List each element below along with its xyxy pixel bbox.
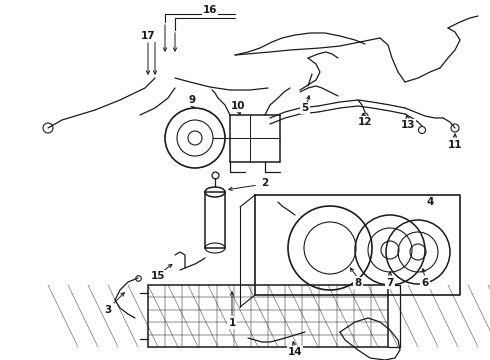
Text: 9: 9 bbox=[189, 95, 196, 105]
Text: 10: 10 bbox=[231, 101, 245, 111]
Text: 4: 4 bbox=[426, 197, 434, 207]
Text: 2: 2 bbox=[261, 178, 269, 188]
Text: 13: 13 bbox=[401, 120, 415, 130]
Text: 5: 5 bbox=[301, 103, 309, 113]
Text: 6: 6 bbox=[421, 278, 429, 288]
Text: 14: 14 bbox=[288, 347, 302, 357]
Text: 17: 17 bbox=[141, 31, 155, 41]
Bar bbox=[148, 285, 388, 347]
Text: 1: 1 bbox=[228, 318, 236, 328]
Text: 15: 15 bbox=[151, 271, 165, 281]
Text: 7: 7 bbox=[386, 278, 393, 288]
Text: 11: 11 bbox=[448, 140, 462, 150]
Text: 16: 16 bbox=[203, 5, 217, 15]
Text: 8: 8 bbox=[354, 278, 362, 288]
Text: 3: 3 bbox=[104, 305, 112, 315]
Text: 12: 12 bbox=[358, 117, 372, 127]
